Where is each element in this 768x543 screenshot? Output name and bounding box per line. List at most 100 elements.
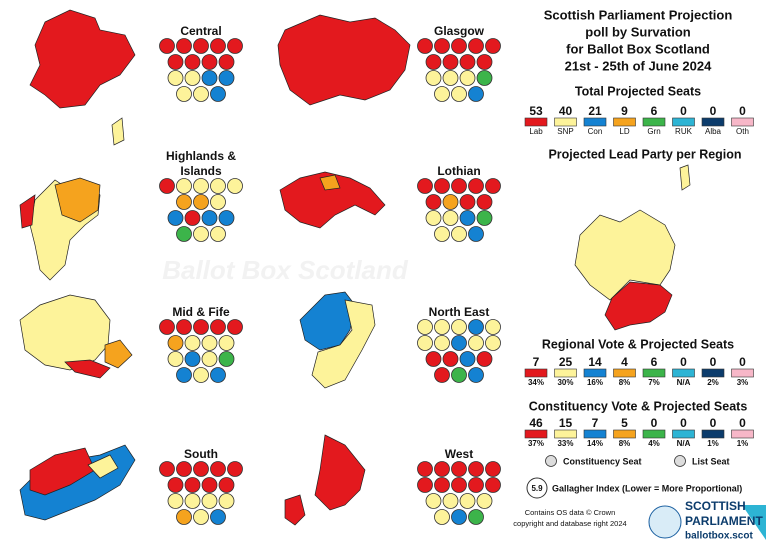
vote-share: N/A xyxy=(677,439,691,448)
region-name: South xyxy=(184,447,218,461)
constituency-seat xyxy=(167,335,184,351)
constituency-seat xyxy=(193,178,209,194)
constituency-seat xyxy=(176,319,192,335)
section-heading: Total Projected Seats xyxy=(575,84,701,98)
list-seat xyxy=(193,367,209,383)
seat-count: 0 xyxy=(739,104,746,118)
constituency-seat xyxy=(485,38,501,54)
region-name: Mid & Fife xyxy=(172,305,230,319)
vote-share: 34% xyxy=(528,378,544,387)
region-name: Lothian xyxy=(437,164,480,178)
constituency-seat xyxy=(485,178,501,194)
constituency-seat xyxy=(417,38,433,54)
constituency-seat xyxy=(459,54,476,70)
list-seat xyxy=(218,210,235,226)
list-seat xyxy=(218,351,235,367)
legend-list: List Seat xyxy=(692,456,730,466)
party-swatch xyxy=(613,117,636,127)
seat-count: 0 xyxy=(739,416,746,430)
seat-count: 0 xyxy=(680,416,687,430)
vote-share: 3% xyxy=(737,378,749,387)
list-seat xyxy=(476,70,493,86)
constituency-seat xyxy=(468,178,484,194)
list-seat xyxy=(468,86,484,102)
constituency-seat xyxy=(451,477,467,493)
list-seat xyxy=(434,86,450,102)
party-swatch xyxy=(583,117,607,127)
credit: copyright and database right 2024 xyxy=(513,519,626,528)
list-seat xyxy=(167,70,184,86)
party-swatch xyxy=(642,117,666,127)
constituency-seat xyxy=(459,194,476,210)
list-seat xyxy=(451,509,467,525)
constituency-seat xyxy=(417,335,433,351)
vote-share: 1% xyxy=(707,439,719,448)
constituency-seat xyxy=(184,54,201,70)
party-swatch xyxy=(672,117,695,127)
map-west xyxy=(314,434,366,511)
constituency-seat xyxy=(442,194,459,210)
vote-share: 2% xyxy=(707,378,719,387)
map-south-snp xyxy=(87,454,119,479)
credit: Contains OS data © Crown xyxy=(525,508,616,517)
seat-count: 53 xyxy=(529,104,543,118)
constituency-seat xyxy=(417,477,433,493)
constituency-seat xyxy=(210,461,226,477)
map-highlands-ld xyxy=(54,177,101,223)
section-heading: Constituency Vote & Projected Seats xyxy=(529,399,748,413)
list-seat xyxy=(476,351,493,367)
constituency-seat xyxy=(468,477,484,493)
list-seat xyxy=(210,226,226,242)
seat-count: 7 xyxy=(592,416,599,430)
constituency-seat xyxy=(201,54,218,70)
list-seat xyxy=(176,226,192,242)
logo-url: ballotbox.scot xyxy=(685,531,753,542)
constituency-seat xyxy=(468,461,484,477)
list-seat xyxy=(468,367,484,383)
seat-count: 25 xyxy=(559,355,573,369)
constituency-seat xyxy=(425,54,442,70)
title-line: Scottish Parliament Projection xyxy=(544,7,733,22)
map-highlands-lab xyxy=(19,194,36,229)
constituency-seat xyxy=(451,319,467,335)
constituency-seat xyxy=(159,461,175,477)
list-seat xyxy=(167,210,184,226)
constituency-seat xyxy=(468,319,484,335)
party-swatch xyxy=(554,368,577,378)
constituency-seat xyxy=(193,194,209,210)
list-seat xyxy=(193,226,209,242)
map-north-east-snp xyxy=(311,299,376,389)
seat-count: 14 xyxy=(588,355,602,369)
constituency-seat xyxy=(417,178,433,194)
party-abbr: Con xyxy=(588,127,603,136)
list-seat xyxy=(434,367,450,383)
gallagher-badge xyxy=(526,477,548,499)
seat-count: 0 xyxy=(739,355,746,369)
list-seat xyxy=(434,226,450,242)
constituency-seat xyxy=(442,54,459,70)
constituency-seat xyxy=(485,319,501,335)
constituency-seat xyxy=(201,477,218,493)
constituency-seat xyxy=(227,461,243,477)
vote-share: 33% xyxy=(557,439,573,448)
constituency-seat xyxy=(193,461,209,477)
map-shetland xyxy=(111,117,125,146)
constituency-seat xyxy=(218,335,235,351)
constituency-seat xyxy=(176,194,192,210)
region-name: West xyxy=(445,447,473,461)
party-swatch xyxy=(554,117,577,127)
party-abbr: RUK xyxy=(675,127,693,136)
party-abbr: LD xyxy=(619,127,629,136)
list-seat xyxy=(476,210,493,226)
map-west-arran xyxy=(284,494,306,526)
seat-count: 9 xyxy=(621,104,628,118)
list-seat xyxy=(459,493,476,509)
party-swatch xyxy=(701,117,725,127)
constituency-seat xyxy=(476,194,493,210)
constituency-seat xyxy=(485,335,501,351)
seat-count: 0 xyxy=(710,355,717,369)
constituency-seat xyxy=(227,38,243,54)
list-seat xyxy=(218,493,235,509)
constituency-seat xyxy=(184,477,201,493)
